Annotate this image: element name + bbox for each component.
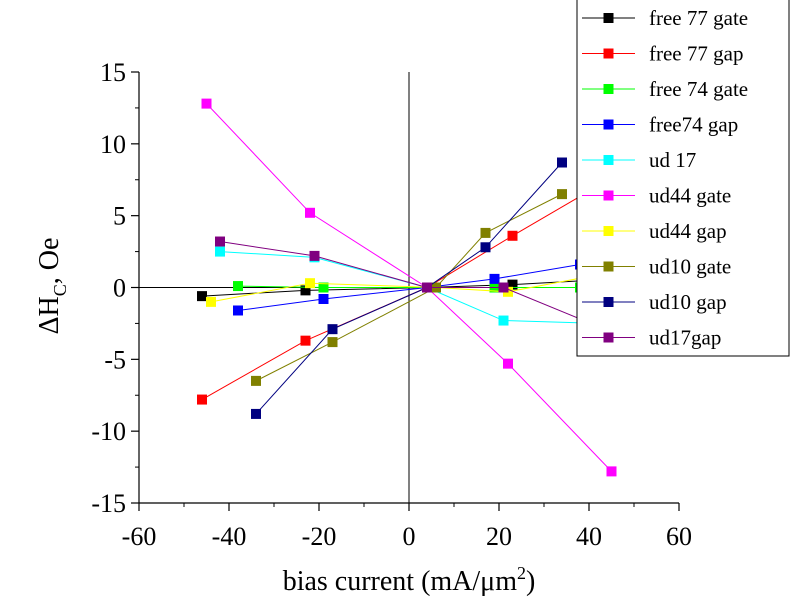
legend-label: ud 17 [649, 148, 696, 172]
legend-label: ud44 gap [649, 219, 727, 243]
y-tick-label: 10 [100, 130, 126, 159]
data-point [507, 279, 518, 290]
legend-label: free 74 gate [649, 77, 748, 101]
y-tick-label: 5 [113, 202, 126, 231]
data-point [498, 315, 509, 326]
x-tick-label: -40 [212, 522, 247, 551]
legend-item: ud44 gate [582, 184, 731, 208]
legend-item: free74 gap [582, 113, 738, 137]
data-point [318, 282, 329, 293]
data-point [233, 281, 243, 292]
legend-marker [603, 48, 614, 59]
legend-marker [603, 119, 614, 130]
data-point [233, 305, 243, 316]
legend-box [576, 0, 790, 357]
data-point [503, 358, 513, 369]
x-axis-title: bias current (mA/μm2) [283, 563, 536, 597]
x-tick-label: -20 [302, 522, 337, 551]
data-point [201, 98, 212, 109]
legend-label: ud44 gate [649, 184, 731, 208]
legend-marker [603, 261, 614, 272]
data-point [215, 246, 225, 257]
data-point [215, 236, 225, 247]
data-point [300, 285, 311, 296]
data-point [480, 242, 491, 253]
legend-item: free 77 gate [582, 6, 748, 30]
data-point [309, 250, 320, 261]
y-tick-label: 15 [100, 58, 126, 87]
legend-label: free 77 gap [649, 42, 743, 66]
data-point [300, 335, 311, 346]
data-point [606, 466, 617, 477]
data-point [327, 337, 338, 348]
legend-item: ud10 gate [582, 255, 731, 279]
legend-marker [603, 332, 614, 343]
data-point [489, 273, 500, 284]
x-tick-label: 40 [576, 522, 602, 551]
x-tick-label: 20 [486, 522, 512, 551]
data-point [498, 282, 509, 293]
y-tick-label: -10 [91, 417, 126, 446]
data-point [557, 157, 567, 168]
legend-marker [603, 155, 614, 165]
data-point [480, 227, 491, 238]
tick-layer: -60 -40 -20 0 20 40 60 -15 -10 -5 0 5 10 15 [91, 58, 692, 551]
data-point [318, 293, 329, 304]
legend-label: free 77 gate [649, 6, 748, 30]
x-tick-label: -60 [122, 522, 157, 551]
legend-label: ud10 gate [649, 255, 731, 279]
legend-marker [603, 297, 614, 307]
data-point [327, 324, 338, 335]
data-point [305, 278, 315, 289]
y-axis-title: ΔHC, Oe [34, 238, 70, 335]
series-layer [197, 98, 621, 477]
legend-label: ud10 gap [649, 290, 727, 314]
data-point [422, 282, 432, 293]
data-point [251, 375, 261, 386]
legend-item: free 74 gate [582, 77, 748, 101]
data-point [206, 296, 216, 307]
legend-item: ud44 gap [582, 219, 727, 243]
data-point [305, 207, 315, 218]
x-tick-label: 60 [666, 522, 692, 551]
data-point [197, 394, 207, 405]
legend-label: ud17gap [649, 326, 721, 350]
legend-label: free74 gap [649, 113, 738, 137]
y-tick-label: -5 [104, 345, 126, 374]
legend-marker [603, 13, 614, 23]
data-point [251, 408, 261, 419]
legend-item: free 77 gap [582, 42, 743, 66]
x-tick-label: 0 [403, 522, 416, 551]
legend-marker [603, 226, 614, 236]
y-tick-label: 0 [113, 274, 126, 303]
legend-item: ud17gap [582, 326, 721, 350]
data-point [557, 189, 567, 200]
legend-marker [603, 84, 614, 94]
legend: free 77 gate free 77 gap free 74 gate free7… [576, 0, 790, 357]
data-point [197, 291, 207, 302]
y-tick-label: -15 [91, 489, 126, 518]
legend-item: ud 17 [582, 148, 696, 172]
legend-marker [603, 190, 614, 201]
data-point [507, 230, 518, 241]
legend-item: ud10 gap [582, 290, 727, 314]
